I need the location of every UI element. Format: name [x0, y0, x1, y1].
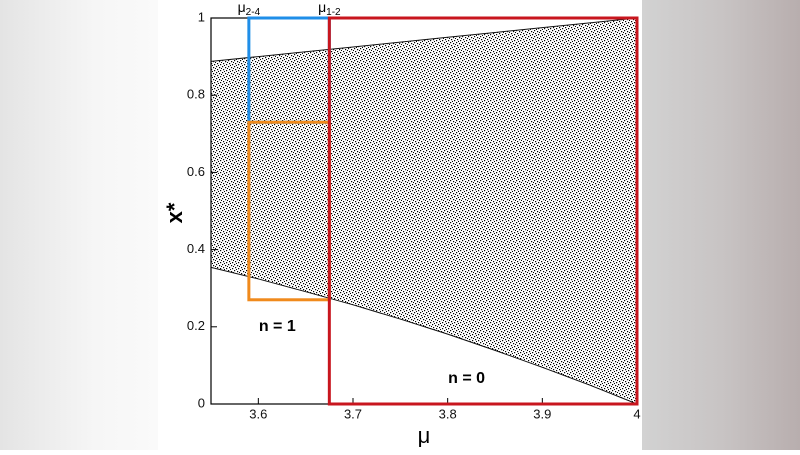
y-tick-label: 0.6 [187, 164, 205, 179]
bifurcation-point-label: μ1-2 [318, 0, 341, 18]
region-label: n = 0 [448, 370, 485, 387]
x-tick-label: 3.6 [249, 406, 267, 421]
blurred-background [0, 0, 158, 450]
blurred-background [642, 0, 800, 450]
x-tick-label: 4 [633, 406, 640, 421]
y-tick-label: 0 [198, 395, 205, 410]
y-tick-label: 1 [198, 9, 205, 24]
x-tick-label: 3.8 [439, 406, 457, 421]
region-label: n = 1 [259, 318, 296, 335]
band-edge [210, 17, 638, 62]
band-edge [210, 266, 638, 405]
region-box [327, 16, 639, 406]
symbol: μ [238, 0, 246, 15]
subscript: 1-2 [326, 7, 341, 18]
x-tick-label: 3.9 [533, 406, 551, 421]
y-axis-label: x* [162, 202, 187, 223]
chaotic-band [211, 18, 637, 404]
y-tick-label: 0.2 [187, 318, 205, 333]
symbol: μ [318, 0, 326, 15]
y-tick-label: 0.8 [187, 87, 205, 102]
bifurcation-point-label: μ2-4 [238, 0, 261, 18]
y-tick-label: 0.4 [187, 241, 205, 256]
x-tick-label: 3.7 [344, 406, 362, 421]
subscript: 2-4 [246, 7, 261, 18]
x-axis-label: μ [418, 423, 431, 448]
